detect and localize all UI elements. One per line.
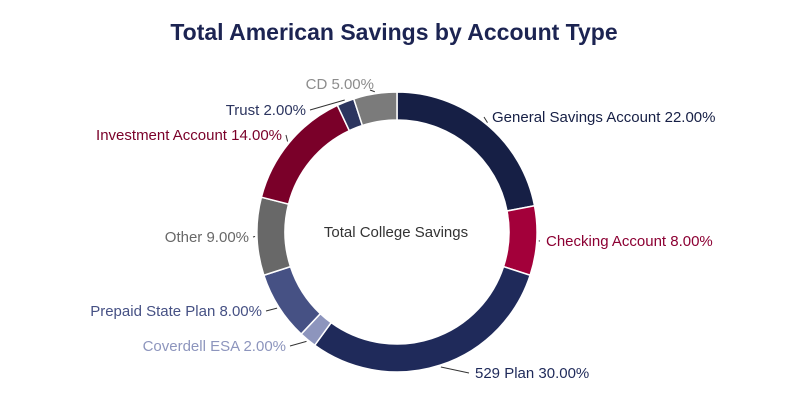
slice-labels-group: General Savings Account 22.00% Checking A… <box>90 76 715 382</box>
chart-title: Total American Savings by Account Type <box>170 19 617 45</box>
slice-label-trust: Trust 2.00% <box>226 102 306 119</box>
slice-label-coverdell-esa: Coverdell ESA 2.00% <box>143 338 286 355</box>
leader-lines-group <box>252 89 541 374</box>
slice-label-other: Other 9.00% <box>165 229 249 246</box>
slice-529-plan <box>313 265 532 373</box>
slice-label-529-plan: 529 Plan 30.00% <box>475 365 589 382</box>
slices-group <box>256 91 538 373</box>
leader-line-529-plan <box>440 366 470 374</box>
leader-line-prepaid-state-plan <box>265 307 278 312</box>
leader-line-cd <box>369 89 375 93</box>
slice-label-general-savings-account: General Savings Account 22.00% <box>492 109 715 126</box>
leader-line-coverdell-esa <box>289 340 307 347</box>
leader-line-other <box>252 235 256 238</box>
slice-label-investment-account: Investment Account 14.00% <box>96 127 282 144</box>
slice-label-cd: CD 5.00% <box>306 76 374 93</box>
leader-line-general-savings-account <box>483 116 488 123</box>
leader-line-trust <box>309 99 345 111</box>
center-label: Total College Savings <box>324 224 468 241</box>
slice-label-checking-account: Checking Account 8.00% <box>546 233 713 250</box>
slice-label-prepaid-state-plan: Prepaid State Plan 8.00% <box>90 303 262 320</box>
slice-investment-account <box>260 104 351 206</box>
slice-other <box>256 196 292 277</box>
leader-line-investment-account <box>285 134 289 142</box>
slice-cd <box>352 91 398 127</box>
slice-checking-account <box>502 204 538 277</box>
